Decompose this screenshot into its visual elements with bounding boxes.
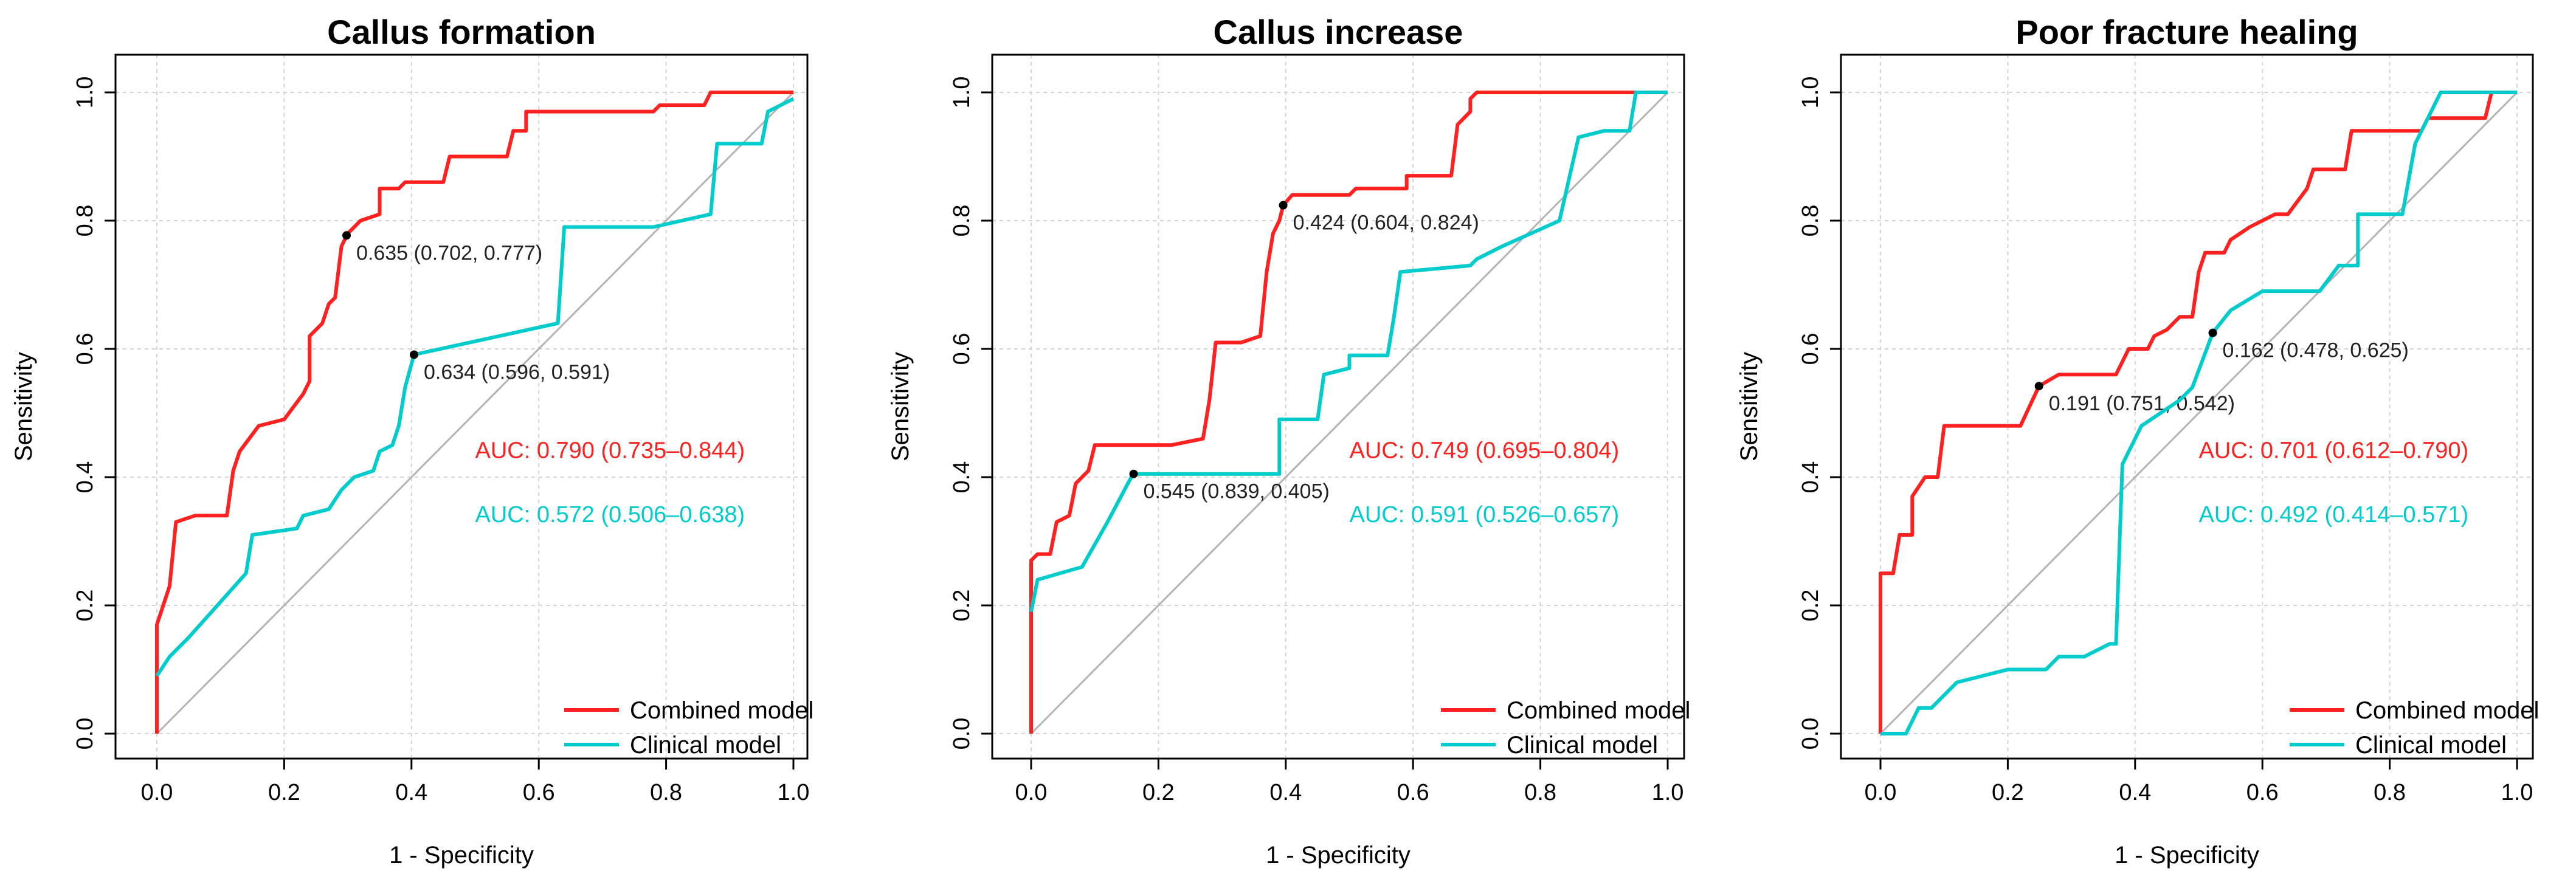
y-tick-label: 0.4	[72, 461, 98, 494]
y-axis-label: Sensitivity	[1736, 352, 1763, 461]
x-tick-label: 0.0	[1015, 780, 1048, 805]
x-tick-label: 0.0	[141, 780, 173, 805]
chart-title: Callus increase	[1214, 13, 1463, 51]
x-axis-label: 1 - Specificity	[1266, 842, 1411, 869]
auc-combined-label: AUC: 0.749 (0.695–0.804)	[1350, 438, 1620, 463]
x-tick-label: 1.0	[1652, 780, 1684, 805]
x-tick-label: 0.2	[1142, 780, 1175, 805]
auc-combined-label: AUC: 0.701 (0.612–0.790)	[2199, 438, 2469, 463]
cutoff-label: 0.545 (0.839, 0.405)	[1144, 480, 1330, 503]
combined-model-roc-line	[1879, 91, 2517, 734]
auc-clinical-label: AUC: 0.572 (0.506–0.638)	[475, 502, 745, 528]
y-tick-label: 1.0	[72, 77, 98, 109]
plot-frame	[991, 53, 1685, 760]
x-tick-label: 0.4	[2119, 780, 2151, 805]
auc-clinical-label: AUC: 0.591 (0.526–0.657)	[1350, 502, 1620, 528]
x-tick-label: 0.6	[523, 780, 555, 805]
reference-diagonal	[156, 91, 795, 735]
x-axis-label: 1 - Specificity	[2115, 842, 2259, 869]
roc-panel-1: Callus formation 0.0 0.2 0.4 0.6 0.8 1.0 0.0 0.2…	[10, 13, 813, 869]
legend-label: Clinical model	[630, 732, 781, 759]
clinical-model-roc-line	[1880, 91, 2517, 735]
x-tick-label: 0.4	[395, 780, 427, 805]
y-tick-label: 0.6	[949, 333, 975, 365]
y-tick-label: 0.6	[72, 333, 98, 365]
y-tick-label: 1.0	[1798, 77, 1823, 109]
combined-model-roc-line	[1029, 91, 1668, 734]
y-tick-label: 0.8	[1798, 205, 1823, 237]
cutoff-point	[409, 350, 418, 359]
x-tick-label: 0.6	[1397, 780, 1429, 805]
x-axis-label: 1 - Specificity	[389, 842, 534, 869]
cutoff-label: 0.191 (0.751, 0.542)	[2049, 392, 2235, 415]
legend: Combined model Clinical model	[564, 697, 813, 759]
legend-label: Clinical model	[1507, 732, 1658, 759]
y-axis-label: Sensitivity	[887, 352, 914, 461]
x-tick-label: 0.6	[2246, 780, 2279, 805]
y-axis-label: Sensitivity	[10, 352, 37, 461]
x-tick-label: 0.8	[2374, 780, 2406, 805]
x-tick-label: 0.2	[1992, 780, 2024, 805]
reference-diagonal	[1030, 91, 1669, 735]
plot-frame	[1840, 53, 2534, 760]
combined-model-roc-line	[155, 91, 793, 734]
auc-combined-label: AUC: 0.790 (0.735–0.844)	[475, 438, 745, 463]
y-tick-label: 0.4	[949, 461, 975, 494]
y-tick-label: 0.0	[949, 718, 975, 750]
y-tick-label: 0.8	[949, 205, 975, 237]
cutoff-point	[1279, 201, 1288, 210]
plot-frame	[114, 53, 809, 760]
y-tick-label: 0.2	[1798, 590, 1823, 622]
legend-label: Combined model	[630, 697, 813, 724]
y-tick-label: 0.2	[72, 590, 98, 622]
y-tick-label: 0.6	[1798, 333, 1823, 365]
cutoff-label: 0.635 (0.702, 0.777)	[356, 241, 542, 264]
y-tick-label: 0.0	[72, 718, 98, 750]
cutoff-label: 0.634 (0.596, 0.591)	[424, 360, 610, 384]
y-tick-label: 0.2	[949, 590, 975, 622]
cutoff-point	[2034, 382, 2043, 391]
chart-title: Callus formation	[327, 13, 596, 51]
cutoff-label: 0.424 (0.604, 0.824)	[1293, 212, 1479, 235]
cutoff-label: 0.162 (0.478, 0.625)	[2223, 339, 2409, 362]
x-tick-label: 1.0	[778, 780, 810, 805]
legend-label: Clinical model	[2355, 732, 2507, 759]
y-tick-label: 0.4	[1798, 461, 1823, 494]
roc-panel-3: Poor fracture healing 0.0 0.2 0.4 0.6 0.8 1.0 0…	[1736, 13, 2539, 869]
x-tick-label: 0.0	[1865, 780, 1897, 805]
chart-title: Poor fracture healing	[2015, 13, 2358, 51]
legend-label: Combined model	[2355, 697, 2539, 724]
auc-clinical-label: AUC: 0.492 (0.414–0.571)	[2199, 502, 2469, 528]
y-tick-label: 0.0	[1798, 718, 1823, 750]
clinical-model-roc-line	[1029, 91, 1668, 613]
legend: Combined model Clinical model	[1441, 697, 1690, 759]
x-tick-label: 0.8	[650, 780, 682, 805]
x-tick-label: 0.8	[1524, 780, 1556, 805]
x-tick-label: 0.4	[1269, 780, 1302, 805]
legend-label: Combined model	[1507, 697, 1690, 724]
y-tick-label: 0.8	[72, 205, 98, 237]
cutoff-point	[1129, 469, 1138, 478]
roc-panel-2: Callus increase 0.0 0.2 0.4 0.6 0.8 1.0 0.0 0.2 0…	[887, 13, 1690, 869]
x-tick-label: 1.0	[2501, 780, 2533, 805]
cutoff-point	[2208, 328, 2217, 337]
reference-diagonal	[1879, 91, 2518, 735]
x-tick-label: 0.2	[268, 780, 300, 805]
clinical-model-roc-line	[155, 97, 795, 677]
legend: Combined model Clinical model	[2290, 697, 2539, 759]
cutoff-point	[342, 231, 351, 240]
y-tick-label: 1.0	[949, 77, 975, 109]
